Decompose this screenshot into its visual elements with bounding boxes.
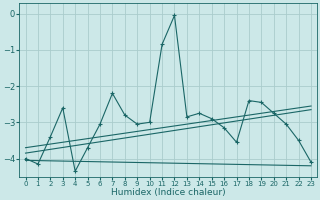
X-axis label: Humidex (Indice chaleur): Humidex (Indice chaleur) (111, 188, 226, 197)
